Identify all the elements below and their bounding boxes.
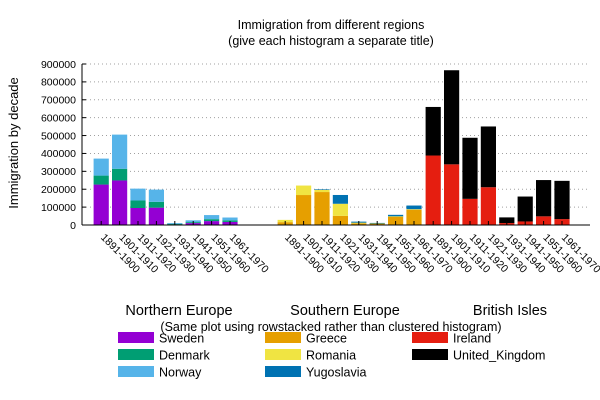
bar-yugoslavia: [406, 205, 422, 210]
y-axis-ticks: 0 100000 200000 300000 400000 500000 600000 700…: [41, 59, 86, 232]
bar-ireland: [425, 155, 441, 225]
legend-swatch: [118, 366, 154, 377]
y-axis-label: Immigration by decade: [6, 77, 21, 209]
bar-yugoslavia: [332, 194, 348, 204]
bar-denmark: [204, 219, 220, 222]
legend-swatch: [412, 349, 448, 360]
x-axis-ticks: 1891-19001901-19101911-19201921-19301931…: [98, 221, 600, 276]
bar-norway: [148, 189, 164, 202]
legend-swatch: [118, 349, 154, 360]
bar-norway: [112, 134, 128, 169]
y-tick-label: 800000: [41, 77, 76, 89]
axes: [81, 64, 590, 226]
bar-romania: [296, 185, 312, 196]
legend-entry-label: United_Kingdom: [453, 349, 545, 363]
bar-sweden: [93, 184, 109, 225]
legend-swatch: [118, 332, 154, 343]
bar-greece: [296, 195, 312, 225]
bar-romania: [388, 216, 404, 217]
legend-entry-label: Greece: [306, 332, 347, 346]
bar-sweden: [130, 208, 146, 225]
bar-united-kingdom: [499, 217, 515, 224]
legend-entry-label: Norway: [159, 366, 202, 380]
bar-norway: [222, 217, 238, 221]
bar-ireland: [480, 187, 496, 225]
group-titles: Northern Europe Southern Europe British Is…: [125, 303, 547, 319]
chart-title-line-1: Immigration from different regions: [238, 18, 425, 32]
legend-entry-label: Sweden: [159, 332, 204, 346]
bar-ireland: [444, 164, 460, 225]
bars: [93, 70, 570, 225]
group-title: Northern Europe: [125, 303, 232, 319]
bar-norway: [130, 188, 146, 201]
bar-yugoslavia: [314, 189, 330, 190]
bar-romania: [406, 209, 422, 210]
bar-norway: [93, 158, 109, 176]
y-tick-label: 100000: [41, 202, 76, 214]
bar-greece: [332, 215, 348, 225]
bar-greece: [314, 192, 330, 225]
bar-ireland: [536, 216, 552, 225]
bar-united-kingdom: [554, 180, 570, 220]
legend: Sweden Denmark Norway Greece Romania Yugoslav…: [118, 332, 545, 380]
bar-denmark: [112, 168, 128, 181]
y-tick-label: 0: [70, 220, 76, 232]
legend-entry-label: Yugoslavia: [306, 366, 367, 380]
bar-greece: [388, 216, 404, 225]
bar-united-kingdom: [480, 126, 496, 188]
bar-united-kingdom: [536, 180, 552, 217]
bar-united-kingdom: [425, 106, 441, 156]
legend-entry-label: Ireland: [453, 332, 491, 346]
y-tick-label: 700000: [41, 95, 76, 107]
legend-swatch: [412, 332, 448, 343]
group-title: British Isles: [473, 303, 547, 319]
bar-united-kingdom: [444, 70, 460, 165]
y-tick-label: 400000: [41, 148, 76, 160]
group-title: Southern Europe: [290, 303, 400, 319]
chart-title-line-2: (give each histogram a separate title): [228, 34, 434, 48]
bar-sweden: [148, 207, 164, 225]
y-tick-label: 300000: [41, 166, 76, 178]
bar-united-kingdom: [517, 196, 533, 222]
legend-swatch: [265, 332, 301, 343]
legend-swatch: [265, 349, 301, 360]
y-tick-label: 900000: [41, 59, 76, 71]
bar-yugoslavia: [388, 214, 404, 217]
bar-ireland: [462, 198, 478, 225]
bar-sweden: [112, 180, 128, 225]
bar-denmark: [148, 201, 164, 208]
bar-denmark: [130, 200, 146, 209]
bar-romania: [332, 203, 348, 216]
chart-note: (Same plot using rowstacked rather than …: [160, 320, 501, 334]
bar-greece: [406, 209, 422, 225]
bar-united-kingdom: [462, 137, 478, 199]
bar-romania: [314, 189, 330, 193]
bar-norway: [204, 215, 220, 220]
y-tick-label: 500000: [41, 130, 76, 142]
bar-denmark: [93, 175, 109, 185]
y-tick-label: 200000: [41, 184, 76, 196]
gridlines: [82, 63, 590, 208]
legend-entry-label: Romania: [306, 349, 356, 363]
y-tick-label: 600000: [41, 112, 76, 124]
legend-entry-label: Denmark: [159, 349, 210, 363]
legend-swatch: [265, 366, 301, 377]
